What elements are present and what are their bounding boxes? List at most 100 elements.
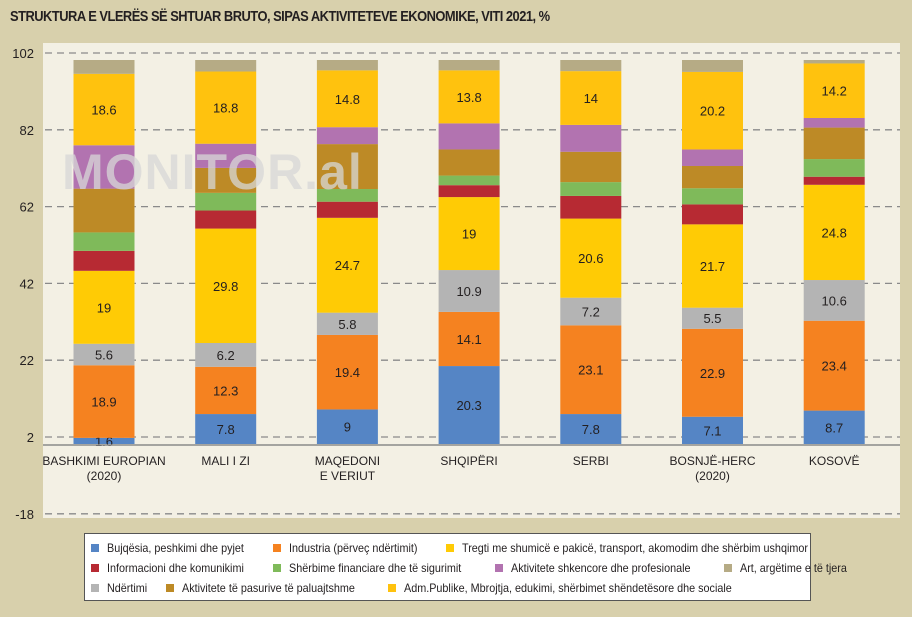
- bar-segment: [316, 144, 378, 190]
- bar-segment: [560, 218, 622, 298]
- bar-segment: [682, 165, 743, 189]
- bar-segment: [195, 210, 257, 229]
- bar-segment: [803, 159, 865, 177]
- x-category-label: MAQEDONI: [315, 454, 380, 468]
- legend-label: Tregti me shumicë e pakicë, transport, a…: [461, 541, 808, 555]
- bars: 1.618.95.61918.67.812.36.229.818.8919.45…: [73, 60, 865, 449]
- bar-segment: [316, 70, 378, 128]
- data-label: 8.7: [825, 420, 843, 435]
- data-label: 20.2: [700, 104, 725, 119]
- bar-segment: [682, 60, 743, 72]
- bar-segment: [803, 117, 865, 128]
- data-label: 19.4: [335, 365, 360, 380]
- data-label: 12.3: [213, 383, 238, 398]
- chart-title: STRUKTURA E VLERËS SË SHTUAR BRUTO, SIPA…: [10, 8, 550, 25]
- legend-item: Bujqësia, peshkimi dhe pyjet: [91, 541, 259, 555]
- legend-label: Art, argëtime e të tjera: [739, 561, 847, 575]
- data-label: 23.4: [822, 359, 847, 374]
- data-label: 22.9: [700, 366, 725, 381]
- data-label: 19: [462, 227, 476, 242]
- data-label: 29.8: [213, 279, 238, 294]
- bar-segment: [73, 270, 135, 344]
- bar-segment: [73, 437, 135, 444]
- legend-swatch: [387, 584, 396, 592]
- x-category-label: KOSOVË: [809, 454, 860, 468]
- bar-segment: [682, 224, 743, 308]
- data-label: 24.8: [822, 225, 847, 240]
- data-label: 13.8: [456, 90, 481, 105]
- data-label: 5.5: [703, 311, 721, 326]
- data-label: 6.2: [217, 348, 235, 363]
- data-label: 21.7: [700, 259, 725, 274]
- legend-item: Informacioni dhe komunikimi: [91, 561, 259, 575]
- y-tick-label: -18: [15, 507, 34, 522]
- bar-segment: [73, 73, 135, 146]
- x-category-label: SHQIPËRI: [440, 454, 497, 468]
- bar-segment: [438, 185, 500, 198]
- data-label: 18.9: [91, 395, 116, 410]
- bar-segment: [195, 366, 257, 415]
- y-tick-label: 82: [20, 123, 34, 138]
- x-category-label: BASHKIMI EUROPIAN: [42, 454, 165, 468]
- bar-segment: [682, 416, 743, 444]
- legend-label: Ndërtimi: [107, 581, 148, 595]
- bar-segment: [682, 204, 743, 225]
- legend-label: Informacioni dhe komunikimi: [107, 561, 244, 575]
- bar-segment: [682, 188, 743, 205]
- bar-segment: [560, 414, 622, 444]
- data-label: 5.6: [95, 348, 113, 363]
- bar-segment: [73, 343, 135, 366]
- bar-segment: [438, 311, 500, 367]
- legend-item: Ndërtimi: [91, 581, 152, 595]
- legend-swatch: [91, 544, 99, 552]
- data-label: 14.1: [456, 332, 481, 347]
- legend-swatch: [273, 564, 282, 572]
- bar-segment: [682, 307, 743, 329]
- bar-segment: [560, 151, 622, 183]
- bar-segment: [803, 63, 865, 118]
- data-label: 14.8: [335, 92, 360, 107]
- bar-segment: [316, 189, 378, 202]
- legend-swatch: [273, 544, 282, 552]
- bar-segment: [560, 71, 622, 125]
- bar-segment: [316, 312, 378, 335]
- legend-label: Adm.Publike, Mbrojtja, edukimi, shërbime…: [403, 581, 732, 595]
- legend-swatch: [445, 544, 454, 552]
- data-label: 14: [584, 91, 598, 106]
- data-label: 7.8: [582, 422, 600, 437]
- x-category-label: MALI I ZI: [201, 454, 250, 468]
- data-label: 18.6: [91, 103, 116, 118]
- bar-segment: [316, 127, 378, 145]
- bar-segment: [438, 270, 500, 312]
- bar-segment: [803, 60, 865, 64]
- bar-segment: [803, 184, 865, 281]
- legend-row: Bujqësia, peshkimi dhe pyjet Industria (p…: [91, 538, 810, 558]
- gridlines: [45, 52, 900, 515]
- x-category-label: E VERIUT: [320, 469, 376, 483]
- bar-segment: [73, 60, 135, 74]
- y-tick-label: 22: [20, 353, 34, 368]
- legend-item: Adm.Publike, Mbrojtja, edukimi, shërbime…: [387, 581, 768, 595]
- legend-item: Art, argëtime e të tjera: [723, 561, 859, 575]
- x-category-label: (2020): [695, 469, 730, 483]
- bar-segment: [195, 414, 257, 444]
- bar-segment: [195, 192, 257, 211]
- bar-segment: [316, 409, 378, 444]
- data-label: 14.2: [822, 84, 847, 99]
- bar-segment: [195, 71, 257, 144]
- bar-segment: [195, 143, 257, 168]
- bar-segment: [195, 343, 257, 367]
- data-label: 7.8: [217, 422, 235, 437]
- bar-segment: [682, 71, 743, 150]
- legend-item: Industria (përveç ndërtimit): [273, 541, 432, 555]
- legend-item: Aktivitete të pasurive të paluajtshme: [165, 581, 374, 595]
- bar-segment: [438, 175, 500, 186]
- bar-segment: [560, 60, 622, 72]
- bar-segment: [803, 410, 865, 444]
- bar-segment: [560, 297, 622, 326]
- legend-item: Aktivitete shkencore dhe profesionale: [494, 561, 710, 575]
- bar-segment: [438, 70, 500, 124]
- bar-segment: [438, 60, 500, 71]
- bar-segment: [560, 182, 622, 196]
